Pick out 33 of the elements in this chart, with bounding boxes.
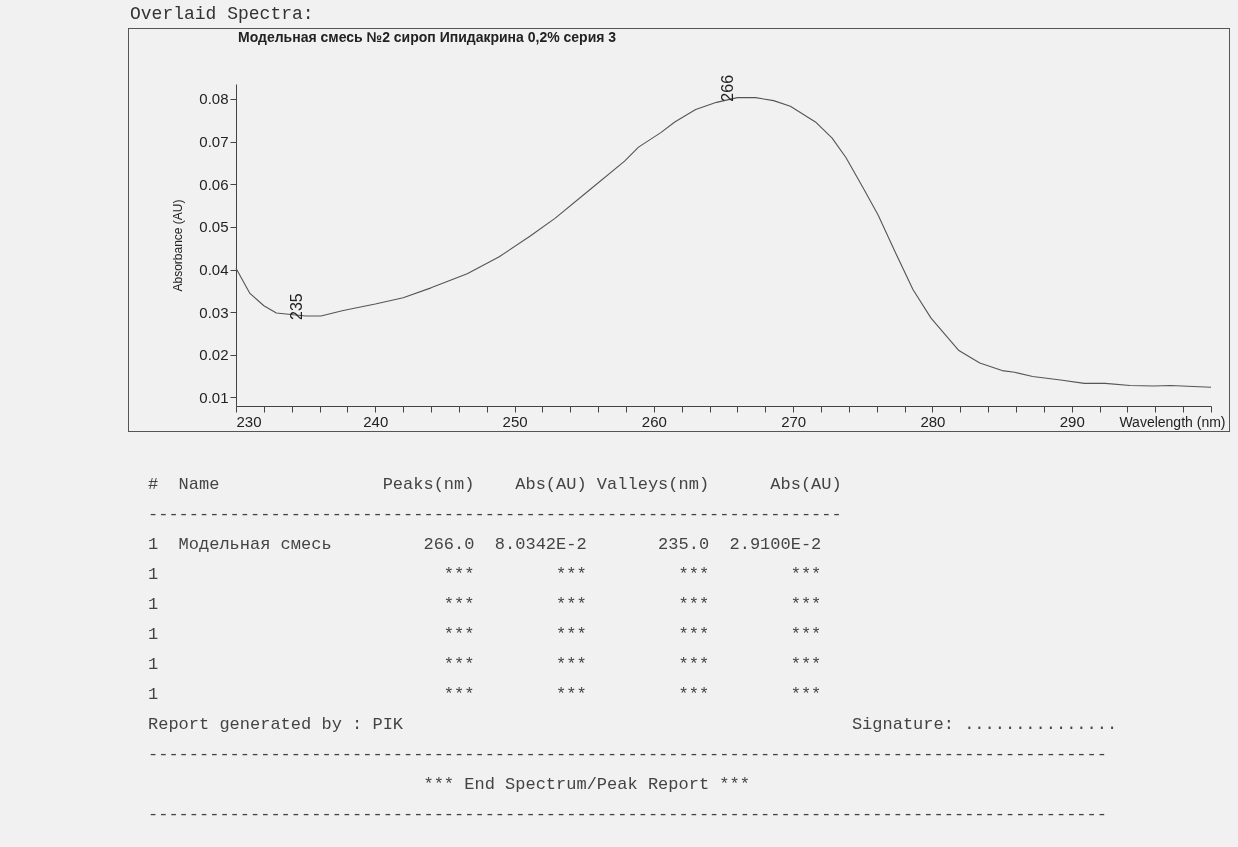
chart-title: Модельная смесь №2 сироп Ипидакрина 0,2% серия 3 <box>238 28 617 45</box>
text: ---------------------------------------------------------------------------------------------- <box>148 804 1108 826</box>
y-tick-label: 0.03 <box>199 303 229 321</box>
y-tick-label: 0.05 <box>199 218 229 236</box>
text: 1 *** *** *** *** <box>148 624 823 646</box>
y-axis-title: Absorbance (AU) <box>171 199 186 292</box>
text: # Name Peaks(nm) Abs(AU) Valleys(nm) Abs(AU) <box>148 474 843 496</box>
text: Report generated by : PIK Signature: ............... <box>148 714 1118 736</box>
text: -------------------------------------------------------------------- <box>148 504 843 526</box>
text: ---------------------------------------------------------------------------------------------- <box>148 744 1108 766</box>
x-tick-label: 240 <box>363 412 389 430</box>
y-tick-label: 0.08 <box>199 90 229 108</box>
x-tick-label: 280 <box>920 412 946 430</box>
x-tick-label: 250 <box>502 412 528 430</box>
text: 1 *** *** *** *** <box>148 684 823 706</box>
x-tick-label: 260 <box>641 412 667 430</box>
text: 1 Модельная смесь 266.0 8.0342E-2 235.0 2.9100E-2 <box>148 534 823 556</box>
y-tick-label: 0.01 <box>199 388 229 406</box>
annotation: 235 <box>287 293 305 321</box>
text: 1 *** *** *** *** <box>148 654 823 676</box>
x-tick-label: 270 <box>781 412 807 430</box>
x-axis-title: Wavelength (nm) <box>1119 413 1226 430</box>
text: 1 *** *** *** *** <box>148 594 823 616</box>
x-tick-label: 290 <box>1059 412 1085 430</box>
y-tick-label: 0.06 <box>199 175 229 193</box>
y-tick-label: 0.04 <box>199 261 229 279</box>
text: 1 *** *** *** *** <box>148 564 823 586</box>
x-tick-label: 230 <box>236 412 262 430</box>
chart-subtitle: Overlaid Spectra: <box>130 4 314 24</box>
y-tick-label: 0.02 <box>199 346 229 364</box>
text: *** End Spectrum/Peak Report *** <box>422 774 751 796</box>
y-tick-label: 0.07 <box>199 133 229 151</box>
annotation: 266 <box>719 74 737 102</box>
